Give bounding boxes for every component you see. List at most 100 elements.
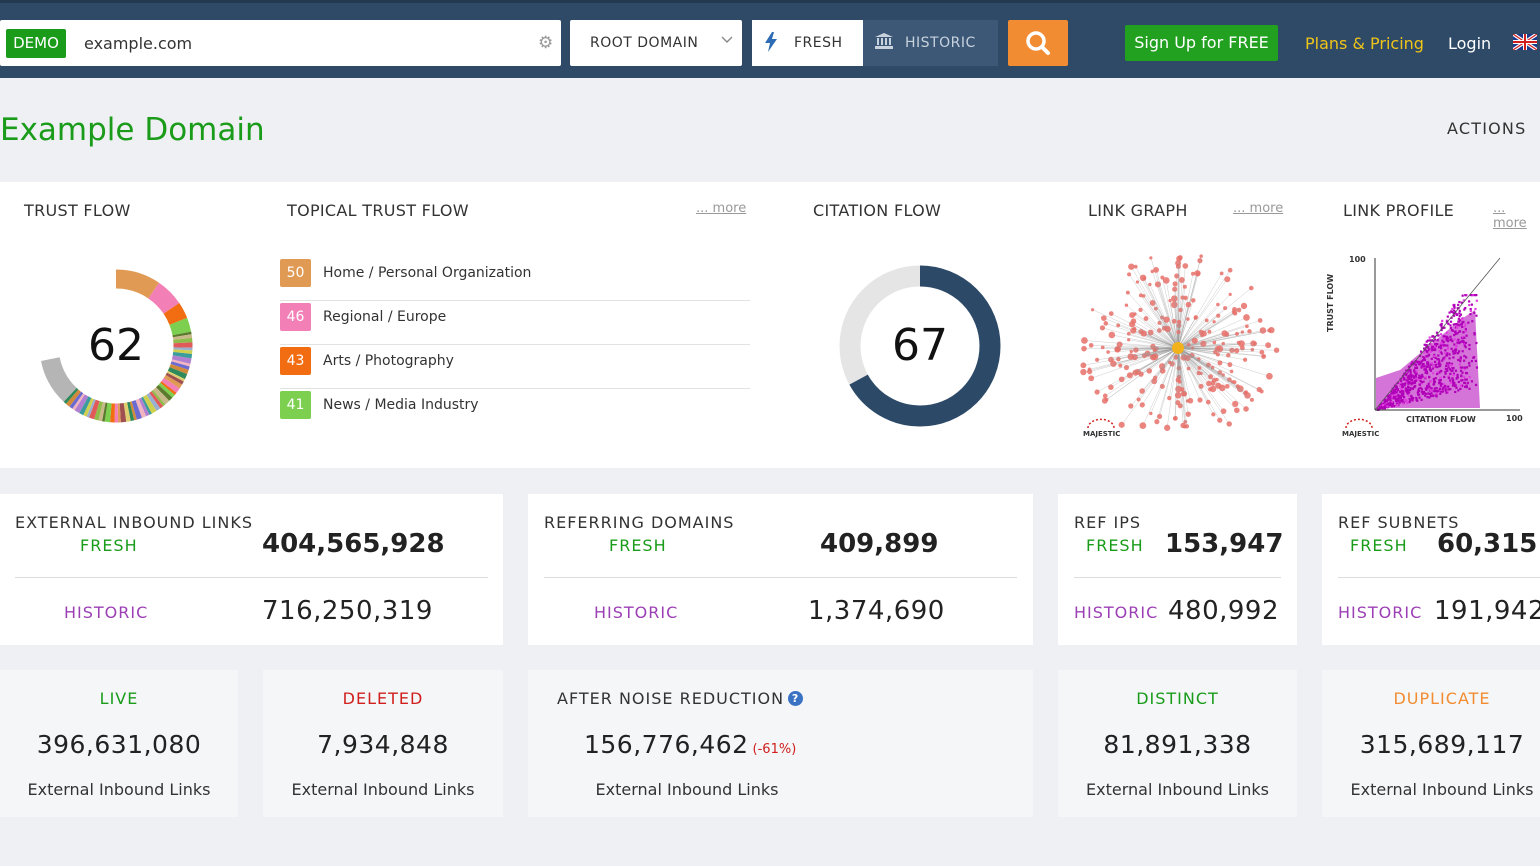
scatter-point (1405, 369, 1408, 372)
graph-edge (1177, 347, 1214, 384)
graph-node (1253, 341, 1257, 346)
scatter-point (1411, 361, 1414, 364)
graph-edge (1177, 273, 1198, 349)
trust-flow-donut[interactable] (36, 266, 196, 426)
scatter-point (1390, 405, 1394, 408)
list-item[interactable]: 50 Home / Personal Organization (280, 257, 750, 301)
trust-flow-segment (104, 402, 112, 423)
graph-node (1235, 331, 1239, 336)
graph-node (1232, 307, 1238, 313)
scatter-point (1383, 407, 1386, 410)
graph-edge (1119, 344, 1179, 349)
uk-flag-icon[interactable] (1513, 34, 1537, 50)
scatter-point (1425, 372, 1429, 375)
scatter-point (1436, 392, 1439, 395)
graph-node (1127, 338, 1131, 342)
trust-flow-segment (131, 400, 142, 420)
login-link[interactable]: Login (1448, 34, 1492, 53)
scatter-point (1417, 387, 1420, 390)
scatter-point (1389, 404, 1392, 407)
graph-edge (1177, 347, 1237, 351)
scatter-point (1455, 386, 1458, 389)
scatter-point (1451, 384, 1455, 387)
scatter-point (1402, 376, 1405, 380)
scatter-point (1458, 324, 1461, 327)
list-item[interactable]: 43 Arts / Photography (280, 345, 750, 389)
scatter-point (1417, 378, 1420, 381)
list-item[interactable]: 41 News / Media Industry (280, 389, 750, 433)
citation-flow-donut[interactable] (838, 264, 1002, 428)
graph-node (1081, 345, 1087, 352)
scatter-point (1458, 309, 1461, 313)
graph-node (1265, 342, 1272, 349)
scatter-point (1434, 389, 1437, 393)
link-profile-chart[interactable] (1340, 250, 1540, 430)
graph-node (1236, 385, 1244, 393)
link-profile-more-link[interactable]: ... more (1493, 201, 1527, 231)
historic-index-button[interactable]: HISTORIC (863, 20, 998, 66)
scatter-point (1397, 399, 1400, 403)
graph-node (1232, 400, 1239, 408)
list-item[interactable]: 46 Regional / Europe (280, 301, 750, 345)
duplicate-links-card[interactable]: DUPLICATE 315,689,117 External Inbound L… (1322, 670, 1540, 817)
scatter-point (1431, 335, 1434, 338)
scatter-point (1453, 338, 1456, 341)
scatter-point (1412, 363, 1415, 366)
link-graph-image[interactable] (1080, 248, 1290, 448)
scatter-point (1383, 401, 1387, 404)
scatter-point (1455, 313, 1459, 316)
scatter-point (1424, 367, 1427, 370)
topical-more-link[interactable]: ... more (696, 201, 747, 216)
topic-label: Regional / Europe (323, 309, 447, 325)
scatter-point (1457, 350, 1461, 353)
graph-edge (1162, 277, 1179, 349)
graph-node (1212, 340, 1217, 345)
scatter-point (1440, 325, 1443, 328)
scatter-point (1457, 358, 1460, 362)
scatter-point (1420, 382, 1423, 385)
ref-ips-card[interactable]: REF IPS FRESH 153,947 HISTORIC 480,992 (1058, 494, 1297, 645)
actions-menu[interactable]: ACTIONS (1447, 119, 1527, 138)
scatter-point (1429, 342, 1432, 345)
graph-edge (1177, 347, 1209, 403)
graph-node (1080, 362, 1087, 369)
search-button[interactable] (1008, 20, 1068, 66)
sign-up-button[interactable]: Sign Up for FREE (1125, 25, 1278, 61)
fresh-index-button[interactable]: FRESH (752, 20, 863, 66)
scatter-point (1386, 405, 1389, 408)
distinct-links-card[interactable]: DISTINCT 81,891,338 External Inbound Lin… (1058, 670, 1297, 817)
scatter-point (1468, 364, 1471, 367)
scatter-point (1439, 392, 1442, 395)
graph-edge (1177, 321, 1215, 349)
graph-edge (1177, 347, 1235, 383)
scatter-point (1447, 385, 1450, 388)
plans-pricing-link[interactable]: Plans & Pricing (1305, 34, 1424, 53)
search-input[interactable] (84, 30, 524, 56)
graph-node (1259, 349, 1265, 355)
graph-edge (1131, 266, 1179, 349)
trust-flow-title: TRUST FLOW (24, 201, 131, 220)
scatter-point (1452, 323, 1455, 326)
graph-node (1178, 277, 1185, 283)
noise-reduction-card[interactable]: AFTER NOISE REDUCTION? 156,776,462 (-61%)… (528, 670, 1033, 817)
help-icon[interactable]: ? (788, 691, 804, 706)
deleted-links-card[interactable]: DELETED 7,934,848 External Inbound Links (263, 670, 503, 817)
referring-domains-card[interactable]: REFERRING DOMAINS FRESH 409,899 HISTORIC… (528, 494, 1033, 645)
scatter-point (1473, 332, 1476, 335)
live-links-card[interactable]: LIVE 396,631,080 External Inbound Links (0, 670, 238, 817)
scatter-point (1401, 385, 1404, 388)
scatter-point (1446, 352, 1449, 355)
scatter-point (1421, 363, 1424, 366)
scatter-point (1451, 350, 1455, 353)
graph-node (1217, 417, 1223, 423)
link-graph-more-link[interactable]: ... more (1233, 201, 1284, 216)
external-inbound-links-card[interactable]: EXTERNAL INBOUND LINKS FRESH 404,565,928… (0, 494, 503, 645)
fresh-label: FRESH (80, 536, 138, 555)
graph-edge (1097, 347, 1179, 393)
graph-node (1114, 346, 1120, 352)
ref-subnets-card[interactable]: REF SUBNETS FRESH 60,315 HISTORIC 191,94… (1322, 494, 1540, 645)
scope-select[interactable]: ROOT DOMAIN (570, 20, 742, 66)
gear-icon[interactable]: ⚙ (538, 33, 554, 53)
graph-node (1100, 315, 1107, 322)
scatter-point (1417, 389, 1421, 393)
